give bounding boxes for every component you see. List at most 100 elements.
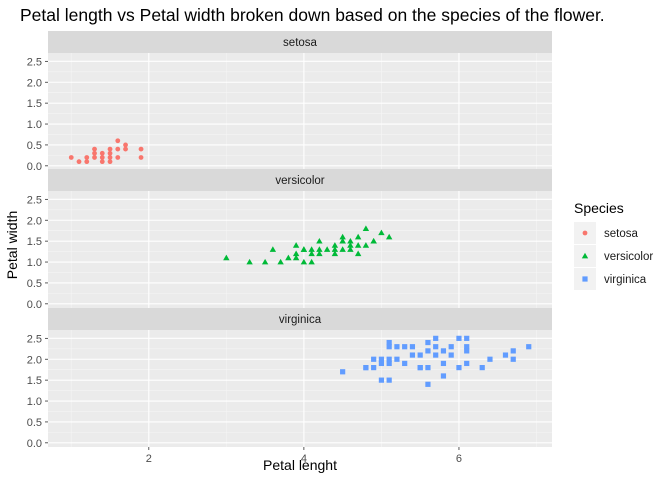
facet-panel-versicolor: versicolor 0.0 0.5 1.0 1.5 2.0 2.5 <box>27 169 552 311</box>
legend-item-versicolor: versicolor <box>574 245 653 267</box>
data-point <box>510 348 516 354</box>
data-point <box>402 360 408 367</box>
data-point <box>394 356 400 362</box>
x-tick-label: 2 <box>146 453 152 465</box>
data-point <box>394 344 400 350</box>
data-point <box>433 352 439 358</box>
data-point <box>347 237 354 244</box>
data-point <box>417 352 423 358</box>
data-point <box>246 258 253 265</box>
y-tick-label: 1.5 <box>27 236 42 248</box>
data-point <box>99 159 105 165</box>
data-point <box>363 365 369 371</box>
data-point <box>487 356 493 362</box>
y-tick-label: 1.0 <box>27 257 42 269</box>
y-tick-label: 0.5 <box>27 417 42 429</box>
data-point <box>386 339 392 346</box>
data-point <box>526 344 532 350</box>
data-point <box>456 335 462 341</box>
y-tick-label: 1.5 <box>27 375 42 387</box>
data-point <box>138 146 144 152</box>
data-point <box>316 250 323 257</box>
facet-strip-label: setosa <box>283 37 317 49</box>
data-point <box>115 138 121 144</box>
data-point <box>107 146 113 152</box>
data-point <box>347 246 354 252</box>
data-point <box>402 344 408 350</box>
data-point <box>417 365 423 371</box>
data-point <box>107 150 113 156</box>
legend-key-symbol <box>582 230 588 236</box>
data-point <box>464 344 470 350</box>
y-tick-label: 2.5 <box>27 194 42 206</box>
y-tick-label: 1.5 <box>27 98 42 110</box>
facet-strip <box>48 169 552 191</box>
legend-item-virginica: virginica <box>574 268 647 290</box>
facet-strip-label: virginica <box>279 314 322 326</box>
data-point <box>440 373 447 379</box>
data-point <box>425 381 431 387</box>
data-point <box>300 246 308 252</box>
data-point <box>292 254 300 261</box>
series-virginica <box>340 335 532 387</box>
data-point <box>433 344 439 350</box>
data-point <box>223 254 230 261</box>
data-point <box>123 142 128 148</box>
y-tick-label: 0.0 <box>27 299 42 311</box>
data-point <box>339 246 346 252</box>
y-tick-label: 2.0 <box>27 77 42 89</box>
data-point <box>425 365 431 371</box>
chart-title: Petal length vs Petal width broken down … <box>20 5 605 25</box>
data-point <box>107 159 113 165</box>
data-point <box>479 365 485 371</box>
data-point <box>292 250 300 257</box>
data-point <box>316 246 323 252</box>
x-tick-label: 4 <box>301 453 307 465</box>
legend-title: Species <box>574 200 624 216</box>
data-point <box>285 254 292 261</box>
data-point <box>308 250 315 257</box>
data-point <box>115 146 121 152</box>
data-point <box>354 250 362 257</box>
data-point <box>76 159 82 165</box>
data-point <box>386 356 392 362</box>
data-point <box>331 242 339 248</box>
legend: Species setosa versicolor virginica <box>574 200 653 290</box>
data-point <box>308 258 315 265</box>
y-tick-label: 2.5 <box>27 56 42 68</box>
data-point <box>340 369 346 375</box>
data-point <box>385 233 393 240</box>
data-point <box>464 348 470 354</box>
data-point <box>68 155 74 160</box>
data-point <box>371 356 377 362</box>
legend-label: versicolor <box>604 251 653 263</box>
data-point <box>269 246 277 252</box>
x-axis-label: Petal lenght <box>263 457 337 473</box>
data-point <box>300 258 308 265</box>
data-point <box>425 348 431 354</box>
data-point <box>456 365 462 371</box>
data-point <box>409 344 416 350</box>
data-point <box>261 258 269 265</box>
data-point <box>386 344 392 350</box>
data-point <box>123 146 128 152</box>
facet-panel-setosa: setosa 0.0 0.5 1.0 1.5 2.0 2.5 <box>27 31 552 173</box>
data-point <box>433 335 439 341</box>
data-point <box>409 352 416 358</box>
data-point <box>425 339 431 346</box>
data-point <box>371 365 377 371</box>
data-point <box>362 242 370 248</box>
data-point <box>362 225 370 232</box>
data-point <box>347 242 354 248</box>
facet-panel-virginica: virginica 0.0 0.5 1.0 1.5 2.0 2.5 2 4 6 <box>27 308 552 465</box>
data-point <box>331 250 339 257</box>
x-tick-label: 6 <box>456 453 462 465</box>
legend-label: virginica <box>604 274 647 286</box>
data-point <box>386 377 392 383</box>
data-point <box>292 242 300 248</box>
data-point <box>92 146 97 152</box>
legend-key-symbol <box>582 276 588 282</box>
data-point <box>448 352 454 358</box>
panel-background <box>48 330 552 447</box>
data-point <box>464 360 470 367</box>
